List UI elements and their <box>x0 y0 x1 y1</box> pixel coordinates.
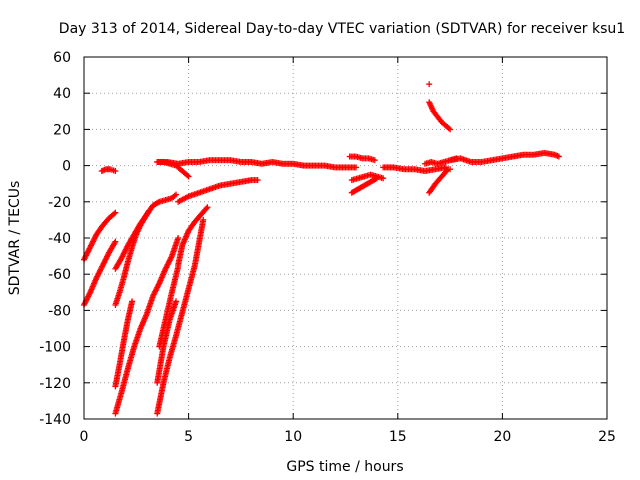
data-point <box>175 263 182 270</box>
data-point <box>254 177 261 184</box>
data-point <box>112 238 119 245</box>
data-point <box>447 166 454 173</box>
x-tick-label: 15 <box>389 429 407 445</box>
y-tick-label: 0 <box>62 159 71 175</box>
tick-labels: 0 5 10 15 20 25 -140 -120 -100 -80 -60 -40 -20 0 20 40 6… <box>39 50 616 445</box>
x-tick-label: 5 <box>184 429 193 445</box>
y-tick-label: -60 <box>48 267 71 283</box>
y-tick-label: -40 <box>48 231 71 247</box>
data-point <box>184 172 191 179</box>
data-point <box>426 81 433 88</box>
x-tick-label: 10 <box>284 429 302 445</box>
x-axis-label: GPS time / hours <box>286 459 403 475</box>
y-tick-label: -100 <box>39 340 71 356</box>
x-tick-label: 25 <box>598 429 616 445</box>
data-point <box>112 168 119 175</box>
grid-lines <box>84 57 607 419</box>
data-point <box>200 216 207 223</box>
y-tick-label: -20 <box>48 195 71 211</box>
y-tick-label: 60 <box>53 50 71 66</box>
y-tick-label: 20 <box>53 122 71 138</box>
data-point <box>447 126 454 133</box>
data-point <box>185 173 192 180</box>
y-tick-label: -120 <box>39 376 71 392</box>
data-point <box>555 153 562 160</box>
data-point <box>112 209 119 216</box>
data-point <box>443 167 450 174</box>
data-point <box>111 210 118 217</box>
data-point <box>129 298 136 305</box>
data-points <box>81 81 562 417</box>
data-point <box>380 175 387 182</box>
data-point <box>155 199 162 206</box>
axis-ticks <box>83 56 608 420</box>
data-point <box>175 235 182 241</box>
y-axis-label: SDTVAR / TECUs <box>7 181 23 296</box>
data-point <box>204 204 211 211</box>
x-tick-label: 20 <box>493 429 511 445</box>
chart-title: Day 313 of 2014, Sidereal Day-to-day VTE… <box>59 21 625 37</box>
data-point <box>352 164 359 171</box>
data-point <box>173 191 180 198</box>
y-tick-label: -80 <box>48 303 71 319</box>
data-point <box>203 205 210 212</box>
x-tick-label: 0 <box>80 429 89 445</box>
data-point <box>371 157 378 164</box>
y-tick-label: -140 <box>39 412 71 428</box>
data-point <box>173 298 180 305</box>
y-tick-label: 40 <box>53 86 71 102</box>
